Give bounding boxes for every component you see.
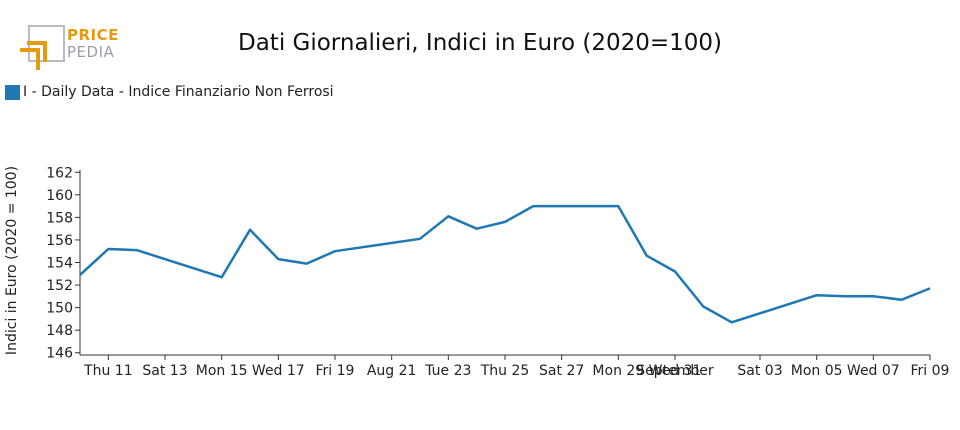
chart-title: Dati Giornalieri, Indici in Euro (2020=1…: [238, 30, 722, 56]
y-tick-label: 162: [46, 165, 73, 181]
y-tick-label: 160: [46, 188, 73, 204]
legend-swatch: [5, 84, 20, 100]
y-axis-label: Indici in Euro (2020 = 100): [4, 166, 20, 355]
logo-mark-icon: [20, 25, 65, 70]
y-tick-label: 146: [46, 346, 73, 362]
x-tick-label: Thu 25: [480, 363, 530, 379]
x-tick-label: Sat 03: [737, 363, 782, 379]
x-tick-label: Wed 07: [847, 363, 900, 379]
y-tick-label: 150: [46, 301, 73, 317]
x-tick-label: Wed 31: [649, 363, 702, 379]
y-tick-label: 154: [46, 256, 73, 272]
pricepedia-logo: PRICE PEDIA: [18, 22, 128, 74]
x-tick-label: September: [636, 363, 714, 379]
logo-text-price: PRICE: [67, 26, 119, 44]
x-tick-label: Mon 29: [592, 363, 644, 379]
x-tick-label: Aug 21: [367, 363, 417, 379]
x-tick-label: Sat 27: [539, 363, 584, 379]
x-tick-label: Wed 17: [252, 363, 305, 379]
chart-legend[interactable]: I - Daily Data - Indice Finanziario Non …: [5, 84, 334, 100]
x-tick-label: Sat 13: [142, 363, 187, 379]
x-tick-label: Mon 05: [791, 363, 843, 379]
x-tick-label: Thu 11: [83, 363, 133, 379]
y-tick-label: 158: [46, 210, 73, 226]
y-tick-label: 156: [46, 233, 73, 249]
series-line: [79, 204, 931, 324]
x-tick-label: Tue 23: [424, 363, 471, 379]
x-tick-label: Fri 09: [911, 363, 950, 379]
x-tick-label: Mon 15: [196, 363, 248, 379]
y-tick-label: 148: [46, 323, 73, 339]
logo-text-pedia: PEDIA: [67, 43, 115, 61]
x-tick-label: Fri 19: [316, 363, 355, 379]
legend-label: I - Daily Data - Indice Finanziario Non …: [23, 84, 334, 100]
y-tick-label: 152: [46, 278, 73, 294]
